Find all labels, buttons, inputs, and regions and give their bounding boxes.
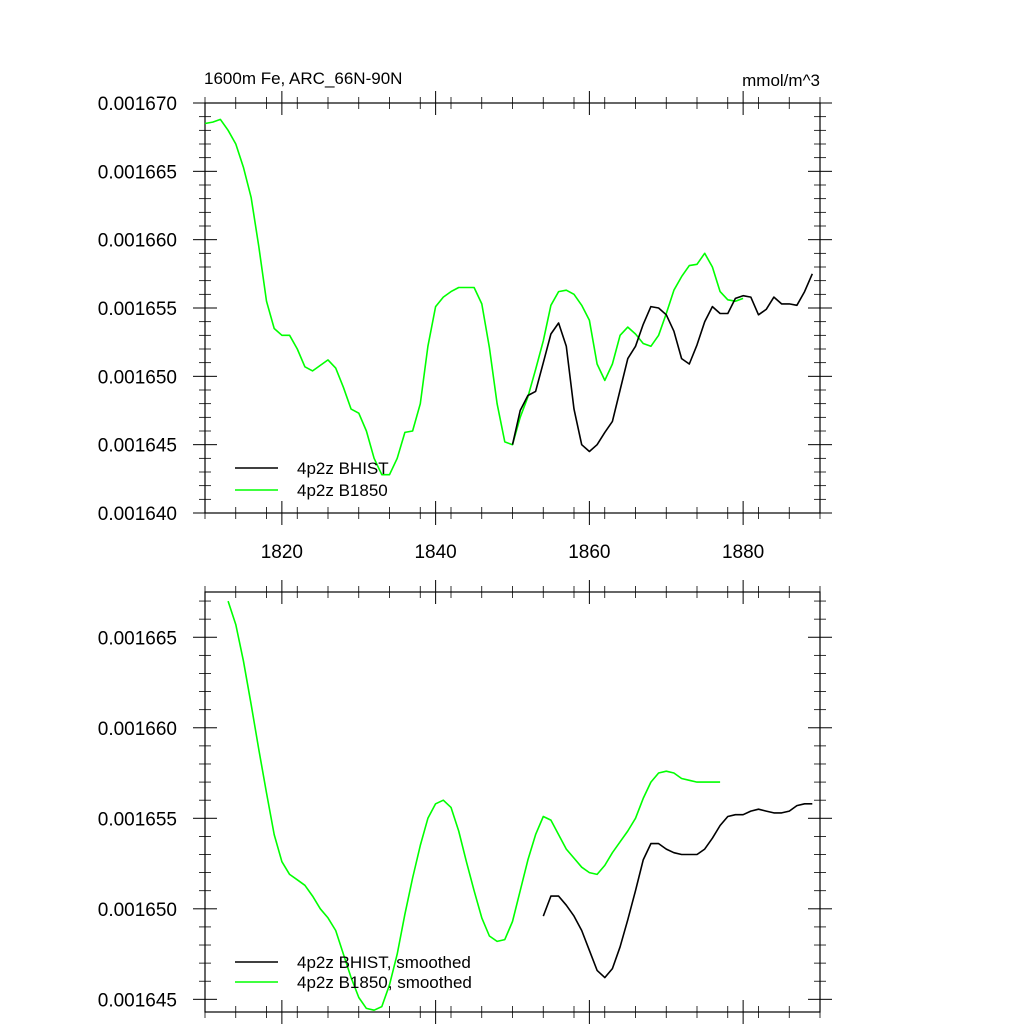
series-line-b1850: [204, 118, 744, 476]
legend-label: 4p2z BHIST: [297, 459, 389, 478]
y-tick-label: 0.001665: [98, 628, 177, 649]
y-tick-label: 0.001665: [98, 162, 177, 183]
top-panel: 1820 1840 1860 1880 0.001640 0.001645 0.001650…: [98, 69, 832, 563]
x-tick-label: 1860: [568, 542, 610, 563]
top-series-lines: [204, 118, 814, 476]
top-plot-frame: [204, 102, 821, 514]
top-title: 1600m Fe, ARC_66N-90N: [204, 69, 402, 88]
top-legend: 4p2z BHIST 4p2z B1850: [235, 459, 389, 500]
y-tick-label: 0.001640: [98, 504, 177, 525]
y-tick-label: 0.001650: [98, 367, 177, 388]
x-tick-label: 1820: [261, 542, 303, 563]
y-tick-label: 0.001645: [98, 990, 177, 1011]
x-tick-label: 1880: [722, 542, 764, 563]
y-tick-label: 0.001655: [98, 299, 177, 320]
series-line-bhist: [511, 273, 814, 453]
legend-label: 4p2z B1850, smoothed: [297, 973, 472, 992]
y-tick-label: 0.001645: [98, 436, 177, 457]
top-units-label: mmol/m^3: [742, 71, 820, 90]
series-line-b1850: [227, 600, 721, 1012]
bottom-panel: 0.001645 0.001650 0.001655 0.001660 0.001665…: [98, 580, 832, 1024]
bottom-plot-frame: [204, 591, 821, 1013]
bottom-ticks: 0.001645 0.001650 0.001655 0.001660 0.001665: [98, 580, 832, 1024]
y-tick-label: 0.001655: [98, 809, 177, 830]
y-tick-label: 0.001660: [98, 231, 177, 252]
y-tick-label: 0.001670: [98, 94, 177, 115]
series-line-bhist: [542, 802, 813, 979]
top-ticks: 1820 1840 1860 1880 0.001640 0.001645 0.001650…: [98, 91, 832, 563]
bottom-series-lines: [227, 600, 813, 1012]
legend-label: 4p2z BHIST, smoothed: [297, 953, 471, 972]
legend-label: 4p2z B1850: [297, 481, 388, 500]
x-tick-label: 1840: [414, 542, 456, 563]
y-tick-label: 0.001650: [98, 900, 177, 921]
y-tick-label: 0.001660: [98, 719, 177, 740]
